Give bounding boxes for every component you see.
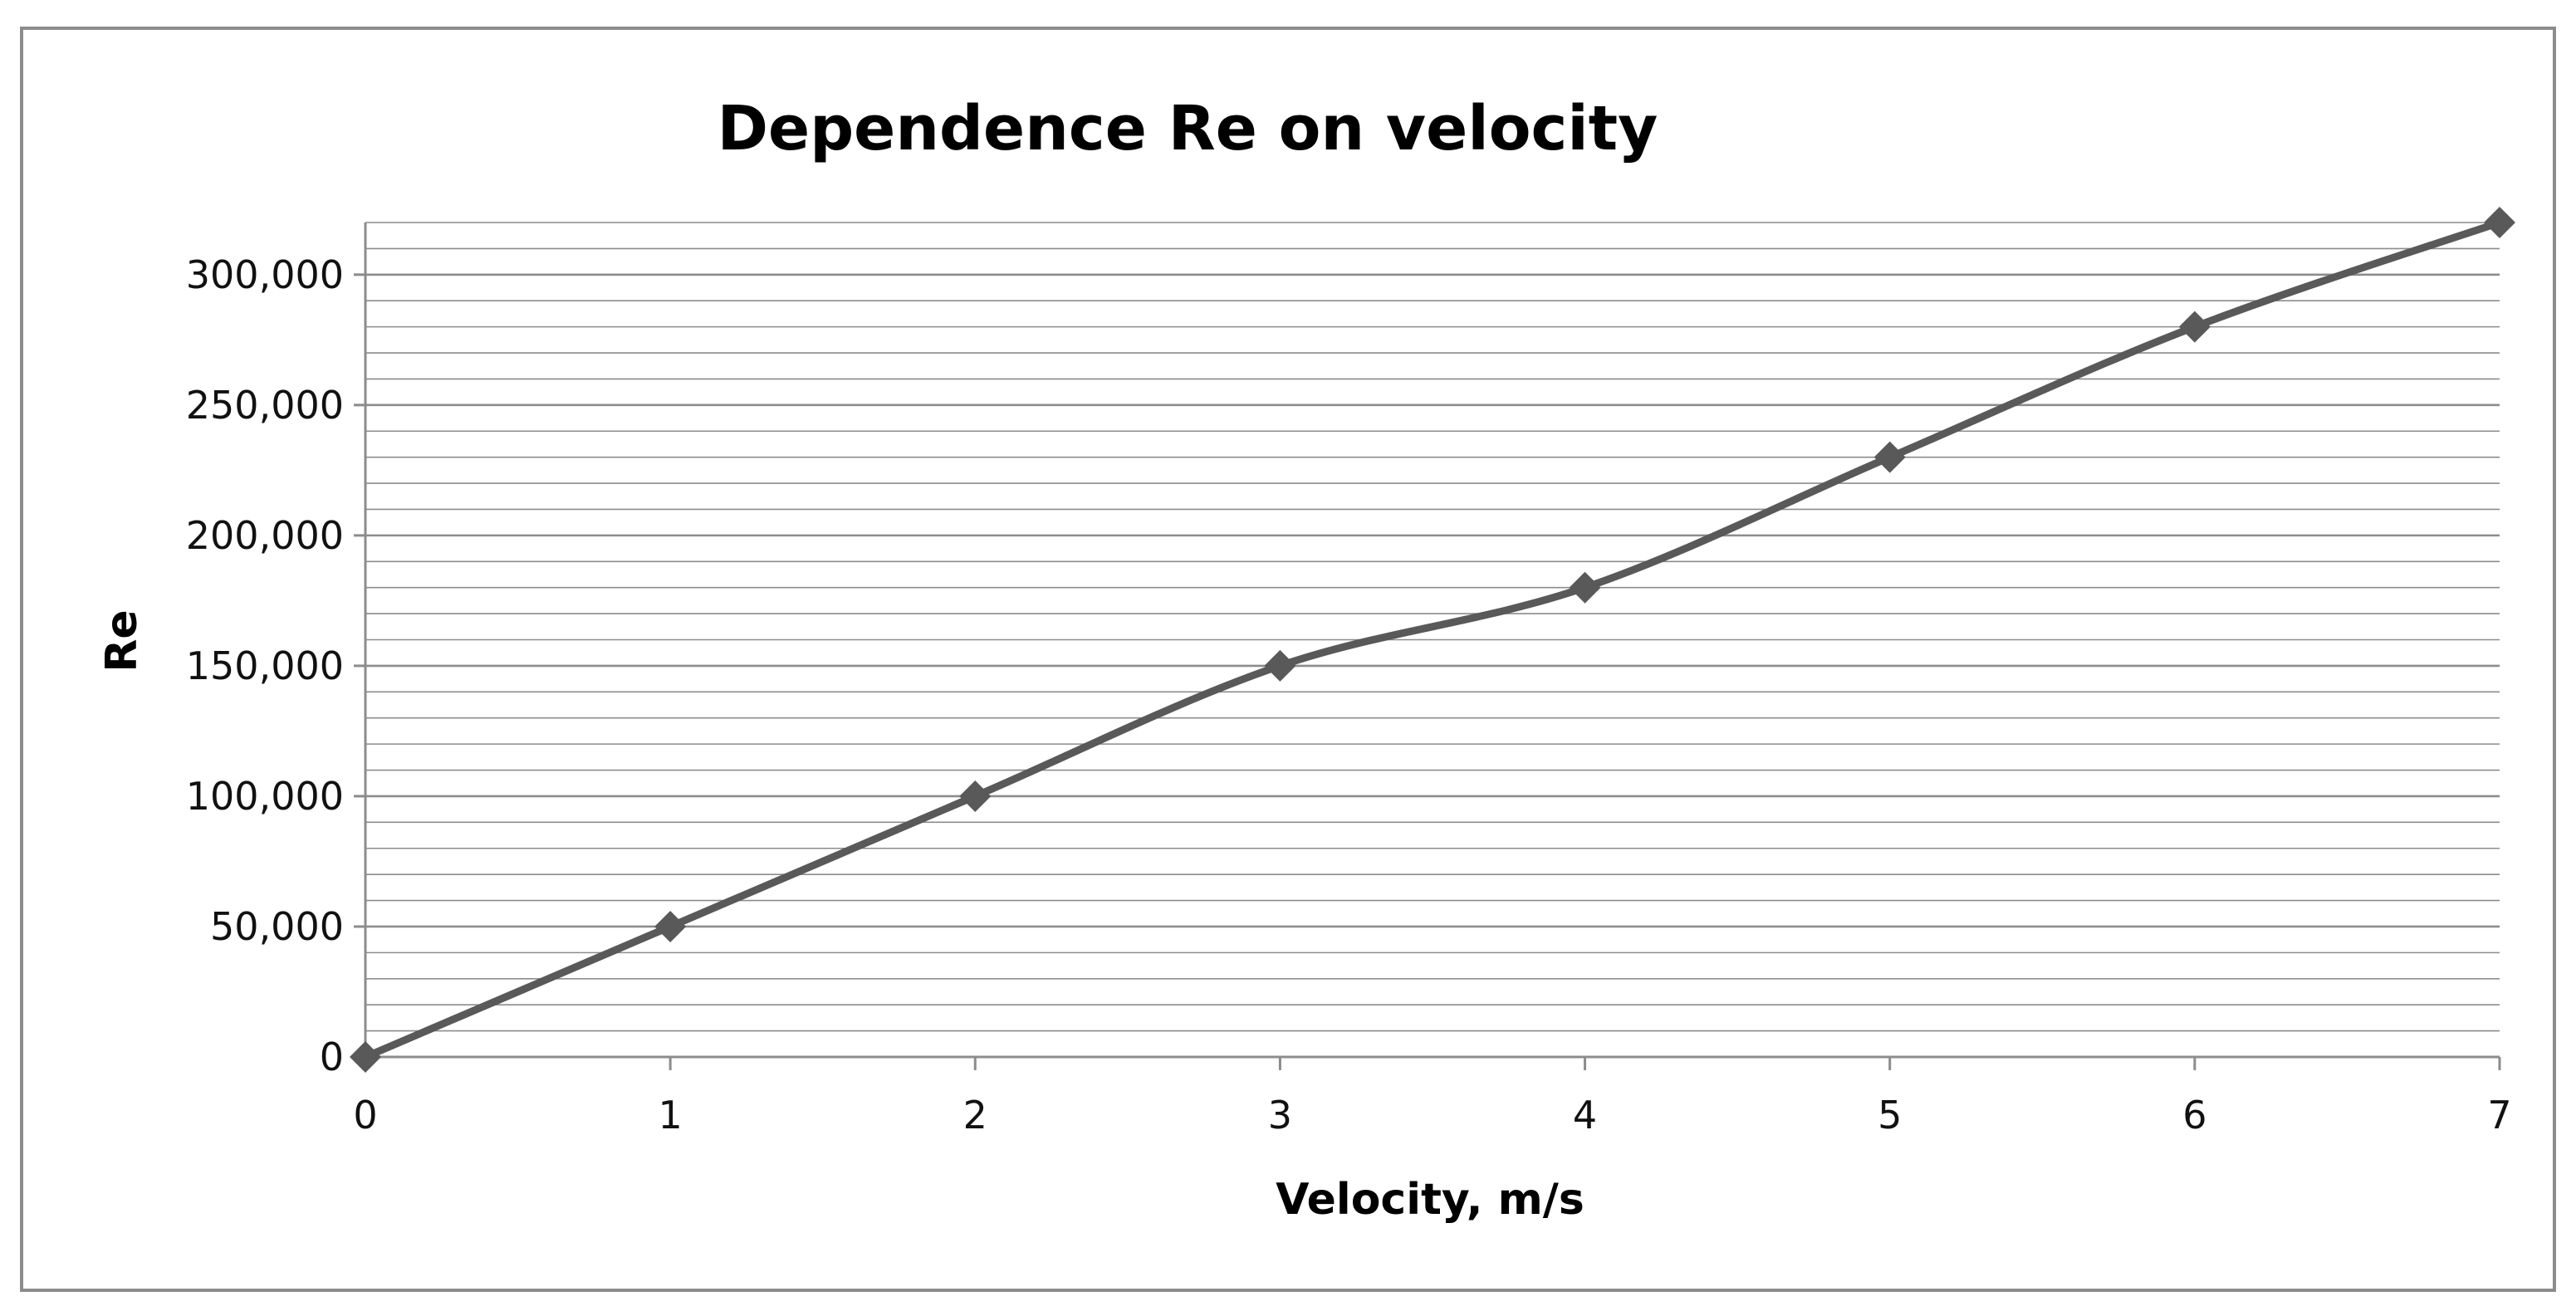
y-tick-label: 200,000 — [186, 513, 344, 558]
chart-title: Dependence Re on velocity — [717, 93, 1658, 164]
series-re — [350, 207, 2515, 1073]
x-tick-label: 4 — [1573, 1093, 1597, 1137]
x-tick-label: 0 — [353, 1093, 377, 1137]
data-point-marker — [2484, 207, 2515, 238]
y-tick-label: 250,000 — [186, 383, 344, 428]
x-tick-label: 2 — [963, 1093, 987, 1137]
x-tick-label: 1 — [659, 1093, 683, 1137]
y-axis-title: Re — [97, 609, 147, 672]
data-point-marker — [350, 1041, 381, 1073]
x-axis-title: Velocity, m/s — [1276, 1175, 1584, 1225]
series-line — [361, 218, 2504, 1061]
data-point-marker — [654, 910, 687, 942]
gridlines — [365, 222, 2500, 1032]
data-point-marker — [1873, 441, 1906, 473]
x-tick-label: 7 — [2487, 1093, 2511, 1137]
y-axis-tick-labels: 0 50,000 100,000 150,000 200,000 250,000 300,0… — [186, 252, 344, 1079]
data-point-marker — [1264, 649, 1296, 682]
data-point-marker — [2178, 311, 2211, 343]
y-tick-label: 150,000 — [186, 643, 344, 688]
x-tick-label: 3 — [1268, 1093, 1292, 1137]
y-tick-label: 50,000 — [210, 904, 344, 949]
x-tick-label: 5 — [1878, 1093, 1902, 1137]
y-tick-label: 300,000 — [186, 252, 344, 297]
data-point-marker — [959, 780, 992, 812]
y-tick-label: 100,000 — [186, 774, 344, 819]
y-tick-label: 0 — [320, 1035, 344, 1079]
data-point-marker — [1569, 571, 1601, 604]
x-tick-label: 6 — [2182, 1093, 2206, 1137]
x-axis-tick-labels: 0 1 2 3 4 5 6 7 — [353, 1093, 2511, 1137]
